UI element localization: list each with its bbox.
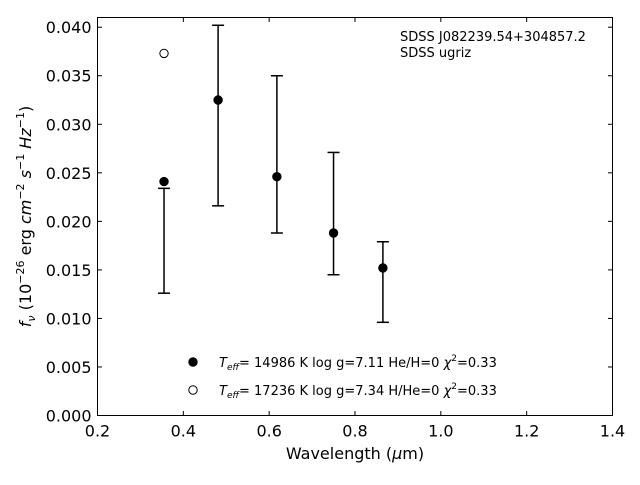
y-tick-label: 0.025 xyxy=(46,164,92,183)
y-tick-label: 0.020 xyxy=(46,212,92,231)
data-point-filled xyxy=(328,228,339,238)
x-tick-label: 0.8 xyxy=(342,422,367,441)
x-tick-label: 1.2 xyxy=(514,422,539,441)
y-tick-label: 0.010 xyxy=(46,309,92,328)
data-point-filled xyxy=(213,95,223,105)
legend-entry-text: Teff= 14986 K log g=7.11 He/H=0 χ2=0.33 xyxy=(219,354,497,373)
legend-entry-text: Teff= 17236 K log g=7.34 H/He=0 χ2=0.33 xyxy=(219,382,497,401)
x-tick-label: 0.6 xyxy=(256,422,281,441)
axis-labels: 0.2 0.4 0.6 0.8 1.0 1.2 1.4 0.000 0.005 0.010 0.01… xyxy=(14,18,625,463)
y-tick-label: 0.035 xyxy=(46,67,92,86)
legend-marker-open xyxy=(188,385,198,395)
y-tick-label: 0.000 xyxy=(46,407,92,426)
x-tick-label: 1.4 xyxy=(600,422,625,441)
data-point-filled xyxy=(272,172,282,182)
x-tick-label: 0.4 xyxy=(171,422,196,441)
y-tick-label: 0.040 xyxy=(46,18,92,37)
x-axis-label: Wavelength (μm) xyxy=(286,444,424,463)
x-tick-label: 0.2 xyxy=(85,422,110,441)
legend-marker-filled xyxy=(188,357,198,367)
data-point-filled xyxy=(378,263,388,273)
annotation-line: SDSS J082239.54+304857.2 xyxy=(400,30,586,45)
y-tick-label: 0.030 xyxy=(46,115,92,134)
annotation-line: SDSS ugriz xyxy=(400,46,471,61)
x-tick-label: 1.0 xyxy=(428,422,453,441)
chart-marks xyxy=(158,24,389,324)
axis-ticks xyxy=(97,17,613,416)
legend: Teff= 14986 K log g=7.11 He/H=0 χ2=0.33 T… xyxy=(188,354,497,401)
y-tick-label: 0.005 xyxy=(46,358,92,377)
data-point-open xyxy=(159,48,169,59)
data-point-filled xyxy=(159,176,169,187)
y-tick-label: 0.015 xyxy=(46,261,92,280)
y-axis-label: fν (10−26 erg cm−2 s−1 Hz−1) xyxy=(14,106,38,327)
